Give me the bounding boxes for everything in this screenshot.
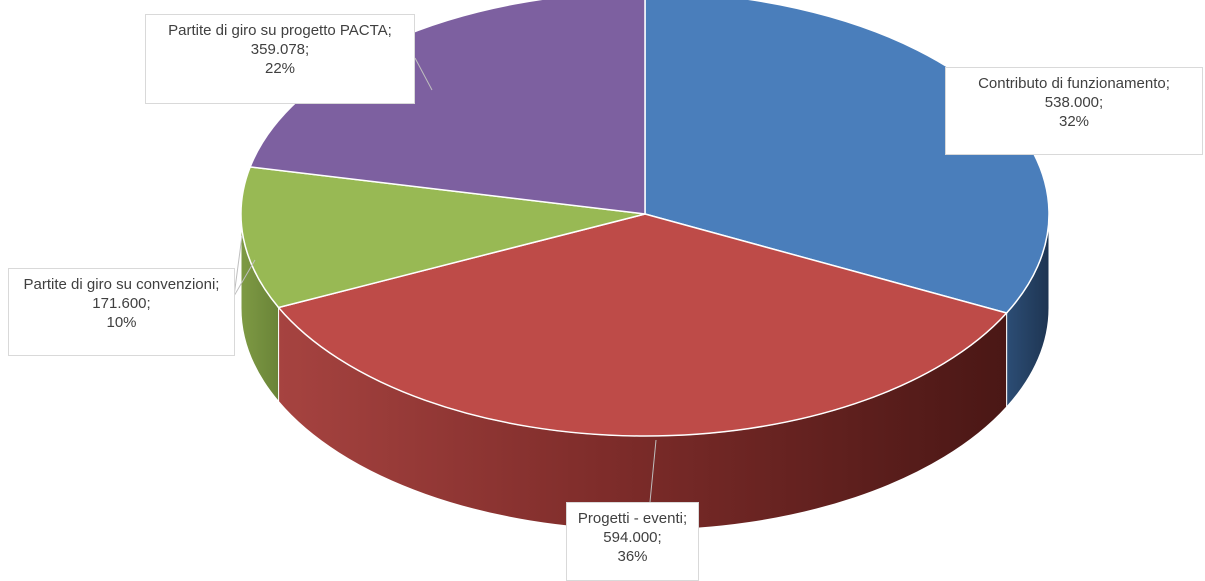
label-percent-contributo: 32% <box>1058 113 1090 130</box>
label-name-progetti: Progetti - eventi; <box>577 510 688 527</box>
label-name-convenzioni: Partite di giro su convenzioni; <box>23 276 220 293</box>
leader-line-convenzioni <box>233 235 256 297</box>
label-value-convenzioni: 171.600; <box>92 295 151 312</box>
data-label-contributo: Contributo di funzionamento; 538.000; 32… <box>945 67 1203 155</box>
leader-lines <box>233 57 657 503</box>
label-value-contributo: 538.000; <box>1044 94 1104 111</box>
label-percent-pacta: 22% <box>264 60 296 77</box>
data-label-convenzioni: Partite di giro su convenzioni; 171.600;… <box>8 268 235 356</box>
label-percent-progetti: 36% <box>617 548 648 565</box>
label-value-progetti: 594.000; <box>603 529 662 546</box>
label-percent-convenzioni: 10% <box>106 314 137 331</box>
label-value-pacta: 359.078; <box>250 41 310 58</box>
leader-line-pacta <box>414 57 433 91</box>
pie-side-walls <box>240 213 1050 531</box>
data-label-progetti: Progetti - eventi; 594.000; 36% <box>566 502 699 581</box>
label-name-contributo: Contributo di funzionamento; <box>978 75 1170 92</box>
pie-slice-progetti <box>277 213 1008 437</box>
leader-line-progetti <box>649 439 657 503</box>
data-label-pacta: Partite di giro su progetto PACTA; 359.0… <box>145 14 415 104</box>
label-name-pacta: Partite di giro su progetto PACTA; <box>168 22 392 39</box>
